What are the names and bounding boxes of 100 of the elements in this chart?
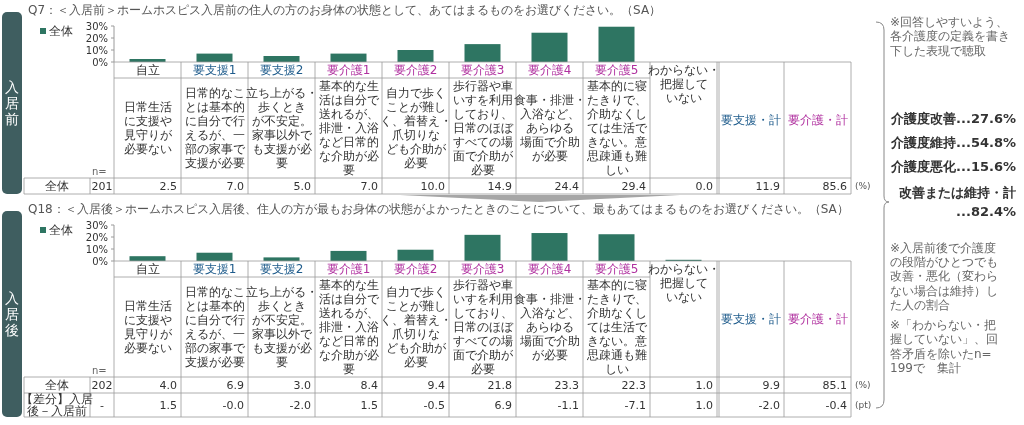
legend-label: 全体: [49, 223, 73, 237]
text: 202: [91, 378, 113, 392]
text: 介護度改善...27.6%: [890, 110, 1016, 126]
text: 歩行器や車いすを利用しており、日常のほぼすべての場面で介助が必要: [452, 278, 514, 377]
text: 要支援・計: [720, 312, 781, 327]
data-label: 29.4: [621, 179, 646, 193]
text: (pt): [855, 400, 872, 411]
text: ※入居前後で介護度の段階がひとつでも改善・悪化（変わらない場合は維持）した人の割合: [890, 240, 998, 313]
text: -0.0: [222, 398, 244, 412]
text: 立ち上がる・歩くときが不安定。家事以外でも支援が必要: [245, 285, 318, 370]
x-tick-label: 要支援2: [259, 262, 304, 277]
data-label: 2.5: [159, 179, 177, 193]
text: 要介護・計: [787, 312, 848, 327]
data-label: 23.3: [554, 378, 579, 392]
text: -2.0: [758, 398, 780, 412]
x-tick-label: わからない・把握していない: [647, 63, 720, 106]
data-label: 21.8: [487, 378, 512, 392]
data-label: 7.0: [226, 179, 244, 193]
text: 1.5: [159, 398, 177, 412]
text: (%): [855, 380, 871, 391]
text: ※「わからない・把握していない」、回答矛盾を除いたn=199で 集計: [890, 317, 998, 375]
text: 全体: [45, 378, 69, 393]
text: 基本的に寝たきりで、介助なくしては生活できない。意思疎通も難しい: [585, 79, 648, 178]
text: -7.1: [624, 398, 646, 412]
text: 日常生活に支援や見守りが必要ない: [123, 299, 173, 356]
text: -0.4: [825, 398, 847, 412]
chart-title: Q18：＜入居後＞ホームホスピス入居後、住人の方が最もお身体の状態がよかったときのことについて、最もあてはまるものをお選びください。（SA）: [28, 202, 849, 216]
x-tick-label: 要介護4: [527, 63, 572, 78]
x-tick-label: わからない・把握していない: [647, 262, 720, 305]
text: 基本的に寝たきりで、介助なくしては生活できない。意思疎通も難しい: [585, 278, 648, 377]
text: 11.9: [755, 179, 780, 193]
text: 食事・排泄・入浴など、あらゆる場面で介助が必要: [513, 292, 586, 363]
data-label: 8.4: [360, 378, 378, 392]
text: 【差分】入居後－入居前: [21, 392, 93, 419]
text: 入居前: [5, 79, 19, 128]
text: -0.5: [423, 398, 445, 412]
data-label: 0.0: [695, 179, 713, 193]
text: 日常的なことは基本的に自分で行えるが、一部の家事で支援が必要: [184, 86, 246, 171]
text: -1.1: [557, 398, 579, 412]
text: 介護度維持...54.8%: [890, 134, 1016, 150]
x-tick-label: 自立: [135, 63, 160, 78]
x-tick-label: 要介護3: [460, 63, 505, 78]
x-tick-label: 要介護5: [594, 262, 639, 277]
data-label: 6.9: [226, 378, 244, 392]
text: 85.1: [822, 378, 847, 392]
y-tick-label: 10%: [85, 243, 108, 255]
data-label: 5.0: [293, 179, 311, 193]
data-label: 7.0: [360, 179, 378, 193]
text: 要支援・計: [720, 113, 781, 128]
text: ※回答しやすいよう、各介護度の定義を書き下した表現で聴取: [890, 14, 1010, 58]
text: 介護度悪化...15.6%: [890, 158, 1016, 174]
text: (%): [855, 181, 871, 192]
y-tick-label: 0%: [92, 255, 108, 267]
legend-label: 全体: [49, 24, 73, 38]
text: 201: [91, 179, 113, 193]
chart-title: Q7：＜入居前＞ホームホスピス入居前の住人の方のお身体の状態として、あてはまるものをお選びください。（SA）: [28, 3, 662, 17]
text: 9.9: [762, 378, 780, 392]
text: 要介護・計: [787, 113, 848, 128]
text: 1.0: [695, 398, 713, 412]
text: -: [100, 398, 105, 412]
text: 1.5: [360, 398, 378, 412]
x-tick-label: 要介護2: [393, 262, 438, 277]
x-tick-label: 要介護2: [393, 63, 438, 78]
text: 立ち上がる・歩くときが不安定。家事以外でも支援が必要: [245, 86, 318, 171]
data-label: 10.0: [420, 179, 445, 193]
text: 全体: [45, 179, 69, 194]
x-tick-label: 要支援1: [192, 63, 237, 78]
x-tick-label: 要介護1: [326, 63, 371, 78]
x-tick-label: 要介護1: [326, 262, 371, 277]
x-tick-label: 要支援1: [192, 262, 237, 277]
text: n=: [92, 365, 107, 376]
data-label: 24.4: [554, 179, 579, 193]
text: 食事・排泄・入浴など、あらゆる場面で介助が必要: [513, 93, 586, 164]
y-tick-label: 30%: [85, 219, 108, 231]
data-label: 14.9: [487, 179, 512, 193]
text: ...82.4%: [956, 203, 1016, 219]
text: 歩行器や車いすを利用しており、日常のほぼすべての場面で介助が必要: [452, 79, 514, 178]
y-tick-label: 20%: [85, 231, 108, 243]
y-tick-label: 20%: [85, 32, 108, 44]
x-tick-label: 要介護3: [460, 262, 505, 277]
text: 自力で歩くことが難しく、着替え・爪切りなども介助が必要: [379, 285, 452, 370]
x-tick-label: 要介護4: [527, 262, 572, 277]
text: n=: [92, 166, 107, 177]
text: 自力で歩くことが難しく、着替え・爪切りなども介助が必要: [379, 86, 452, 171]
x-tick-label: 自立: [135, 262, 160, 277]
data-label: 1.0: [695, 378, 713, 392]
data-label: 3.0: [293, 378, 311, 392]
x-tick-label: 要支援2: [259, 63, 304, 78]
x-tick-label: 要介護5: [594, 63, 639, 78]
y-tick-label: 0%: [92, 56, 108, 68]
text: 85.6: [822, 179, 847, 193]
data-label: 4.0: [159, 378, 177, 392]
text: -2.0: [289, 398, 311, 412]
text: 日常生活に支援や見守りが必要ない: [123, 100, 173, 157]
text: 基本的な生活は自分で送れるが、排泄・入浴など日常的な介助が必要: [318, 79, 380, 178]
data-label: 22.3: [621, 378, 646, 392]
text: 基本的な生活は自分で送れるが、排泄・入浴など日常的な介助が必要: [318, 278, 380, 377]
text: 6.9: [494, 398, 512, 412]
data-label: 9.4: [427, 378, 445, 392]
text: 改善または維持・計: [899, 184, 1016, 200]
